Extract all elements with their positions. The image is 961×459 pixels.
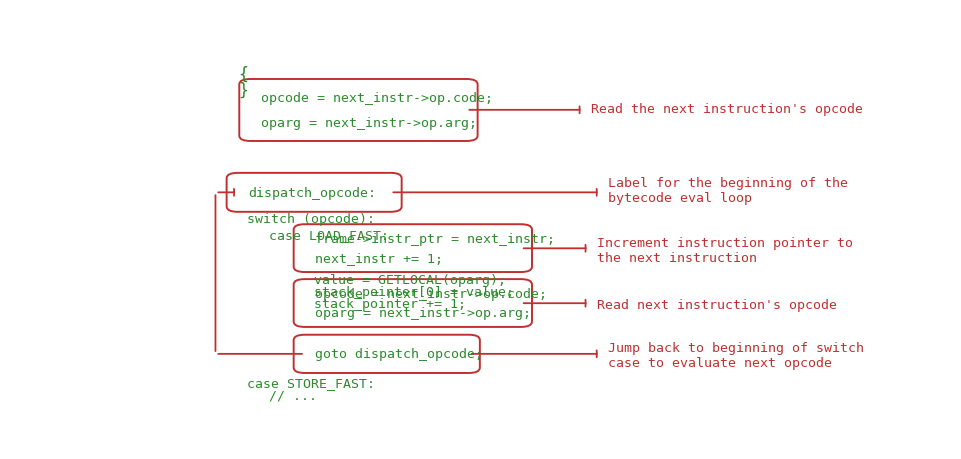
FancyBboxPatch shape bbox=[294, 280, 532, 327]
Text: switch (opcode):: switch (opcode): bbox=[247, 213, 375, 226]
Text: Increment instruction pointer to
the next instruction: Increment instruction pointer to the nex… bbox=[597, 236, 852, 264]
Text: next_instr += 1;: next_instr += 1; bbox=[315, 252, 443, 264]
Text: Read the next instruction's opcode: Read the next instruction's opcode bbox=[591, 103, 863, 116]
Text: oparg = next_instr->op.arg;: oparg = next_instr->op.arg; bbox=[315, 306, 531, 319]
FancyBboxPatch shape bbox=[294, 225, 532, 273]
Text: opcode = next_instr->op.code;: opcode = next_instr->op.code; bbox=[315, 288, 547, 301]
Text: // ...: // ... bbox=[269, 389, 317, 402]
Text: {: { bbox=[237, 66, 248, 84]
Text: stack_pointer += 1;: stack_pointer += 1; bbox=[313, 298, 466, 311]
Text: frame->instr_ptr = next_instr;: frame->instr_ptr = next_instr; bbox=[315, 233, 555, 246]
Text: oparg = next_instr->op.arg;: oparg = next_instr->op.arg; bbox=[260, 117, 477, 130]
Text: Label for the beginning of the
bytecode eval loop: Label for the beginning of the bytecode … bbox=[608, 176, 848, 204]
Text: case LOAD_FAST:: case LOAD_FAST: bbox=[269, 229, 389, 242]
Text: stack_pointer[0] = value;: stack_pointer[0] = value; bbox=[313, 285, 514, 298]
FancyBboxPatch shape bbox=[239, 80, 478, 142]
Text: Jump back to beginning of switch
case to evaluate next opcode: Jump back to beginning of switch case to… bbox=[608, 341, 864, 369]
Text: }: } bbox=[237, 81, 248, 100]
Text: case STORE_FAST:: case STORE_FAST: bbox=[247, 376, 375, 390]
Text: Read next instruction's opcode: Read next instruction's opcode bbox=[597, 299, 837, 312]
FancyBboxPatch shape bbox=[294, 335, 480, 373]
Text: value = GETLOCAL(oparg);: value = GETLOCAL(oparg); bbox=[313, 273, 505, 286]
Text: dispatch_opcode:: dispatch_opcode: bbox=[248, 186, 376, 199]
FancyBboxPatch shape bbox=[227, 174, 402, 213]
Text: goto dispatch_opcode;: goto dispatch_opcode; bbox=[315, 347, 483, 361]
Text: opcode = next_instr->op.code;: opcode = next_instr->op.code; bbox=[260, 91, 493, 104]
